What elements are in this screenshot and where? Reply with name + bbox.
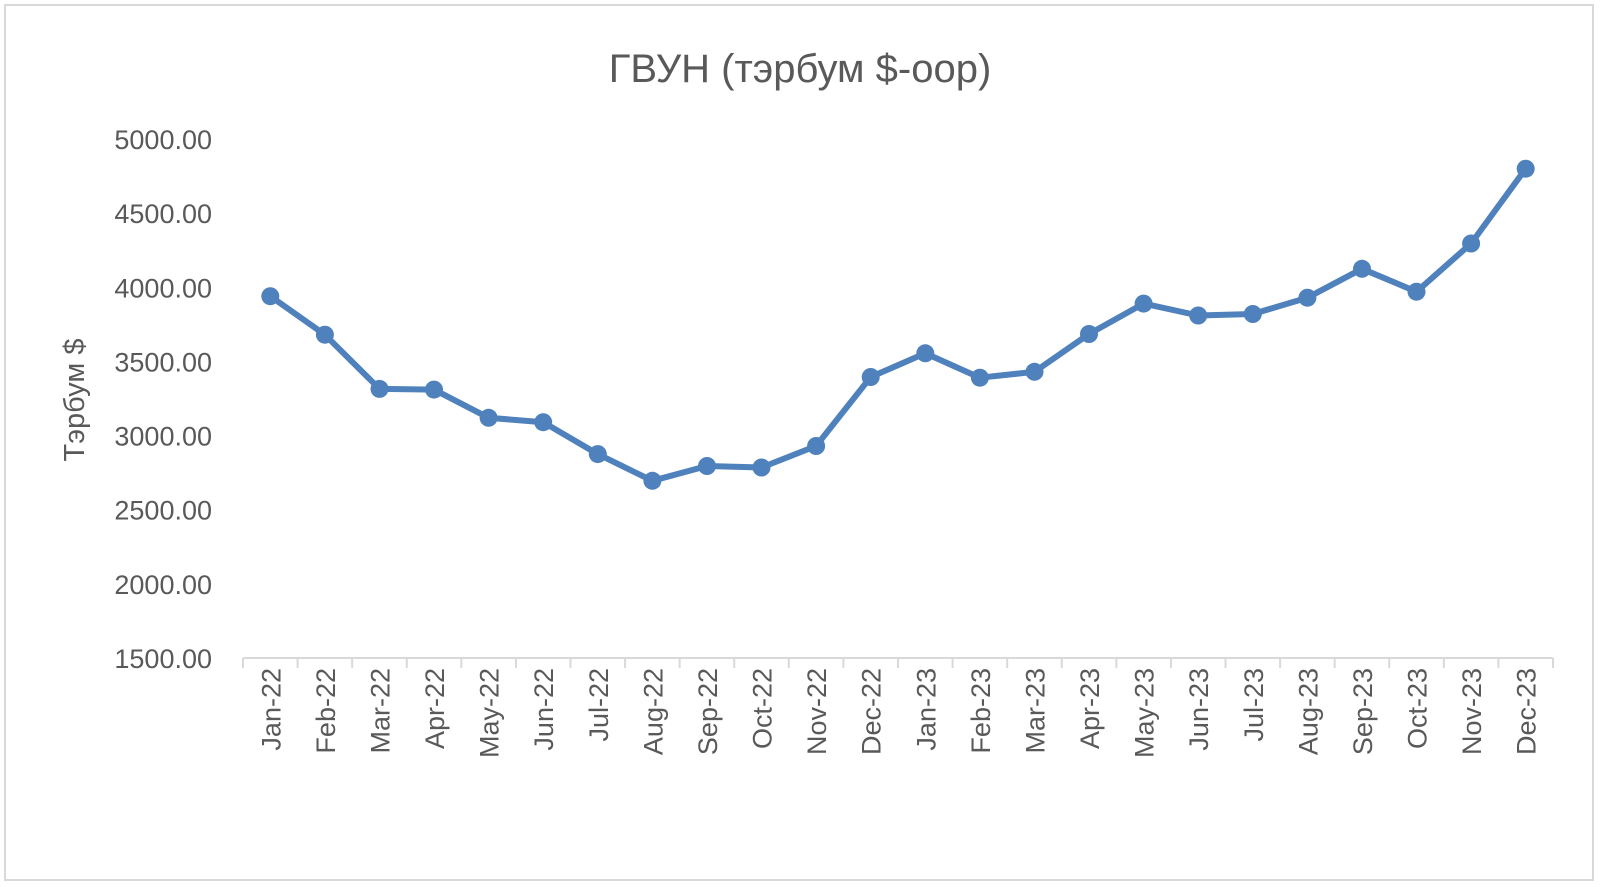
data-point	[643, 471, 662, 490]
x-tick-label: May-22	[475, 668, 505, 758]
x-tick-label: Jan-22	[256, 668, 286, 751]
x-tick-label: Dec-22	[857, 668, 887, 755]
x-tick-label: Mar-22	[365, 668, 395, 754]
y-axis-ticks: 5000.00 4500.00 4000.00 3500.00 3000.00 2500.…	[114, 125, 212, 674]
data-point	[261, 287, 280, 306]
x-tick-label: Oct-23	[1403, 668, 1433, 749]
data-point	[1516, 159, 1535, 178]
data-point	[916, 344, 935, 363]
y-tick-label: 1500.00	[114, 644, 212, 674]
data-point	[370, 379, 389, 398]
x-tick-label: Mar-23	[1020, 668, 1050, 754]
series-layer	[261, 159, 1535, 490]
x-tick-label: Apr-23	[1075, 668, 1105, 749]
x-tick-label: Apr-22	[420, 668, 450, 749]
data-point	[534, 413, 553, 432]
data-point	[1189, 306, 1208, 325]
x-axis-ticks: Jan-22 Feb-22 Mar-22 Apr-22 May-22 Jun-22 Jul-…	[256, 668, 1541, 758]
y-tick-label: 2500.00	[114, 496, 212, 526]
data-point	[588, 445, 607, 464]
x-tick-label: Oct-22	[748, 668, 778, 749]
x-tick-label: Nov-23	[1457, 668, 1487, 755]
x-tick-label: Feb-22	[311, 668, 341, 754]
x-tick-label: Jul-22	[584, 668, 614, 742]
x-tick-label: Aug-23	[1293, 668, 1323, 755]
data-point	[1243, 305, 1262, 323]
y-tick-label: 3000.00	[114, 422, 212, 452]
data-point	[479, 408, 498, 427]
y-tick-label: 2000.00	[114, 570, 212, 600]
x-tick-label: May-23	[1130, 668, 1160, 758]
series-line	[267, 165, 1529, 484]
data-point	[315, 325, 334, 344]
data-point	[1298, 288, 1317, 307]
data-point	[1025, 362, 1044, 381]
x-tick-label: Feb-23	[966, 668, 996, 754]
data-point	[861, 368, 880, 386]
chart-title: ГВУН (тэрбум $-оор)	[609, 47, 992, 91]
y-tick-label: 4000.00	[114, 273, 212, 303]
data-point	[1353, 259, 1371, 278]
data-point	[425, 380, 443, 399]
y-tick-label: 5000.00	[114, 125, 212, 155]
data-point	[698, 457, 716, 475]
x-tick-label: Jun-22	[529, 668, 559, 751]
x-tick-label: Dec-23	[1512, 668, 1542, 755]
x-tick-label: Sep-23	[1348, 668, 1378, 755]
chart-frame	[4, 4, 1594, 881]
y-tick-label: 3500.00	[114, 347, 212, 377]
x-tick-label: Jun-23	[1184, 668, 1214, 751]
x-tick-label: Jul-23	[1239, 668, 1269, 742]
data-point	[1134, 294, 1153, 313]
y-axis-label: Тэрбум $	[59, 339, 91, 462]
data-point	[970, 368, 989, 387]
x-axis	[242, 657, 1554, 668]
x-tick-label: Aug-22	[638, 668, 668, 755]
y-tick-label: 4500.00	[114, 199, 212, 229]
x-tick-label: Sep-22	[693, 668, 723, 755]
x-tick-label: Nov-22	[802, 668, 832, 755]
data-point	[1462, 234, 1481, 253]
data-point	[807, 437, 826, 455]
x-tick-label: Jan-23	[911, 668, 941, 751]
data-point	[1080, 325, 1098, 343]
data-point	[752, 458, 771, 477]
data-point	[1407, 282, 1426, 301]
